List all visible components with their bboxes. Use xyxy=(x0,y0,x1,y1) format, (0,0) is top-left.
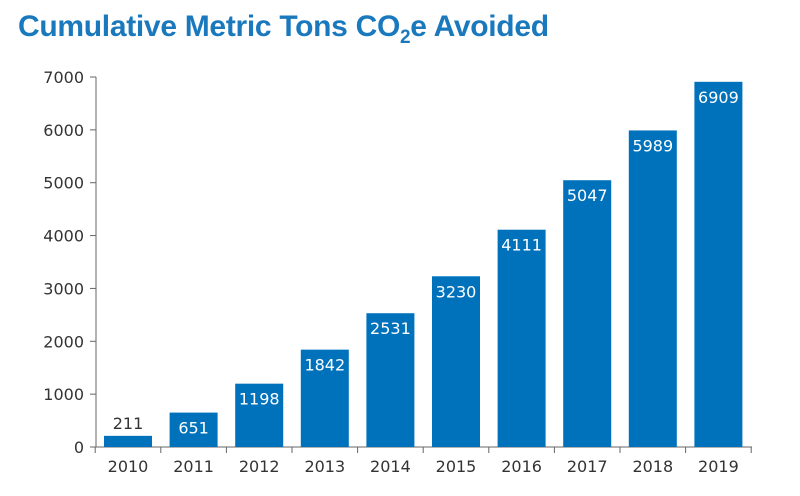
chart-title: Cumulative Metric Tons CO2e Avoided xyxy=(18,10,549,48)
chart-title-subscript: 2 xyxy=(400,27,411,48)
bar xyxy=(366,313,415,447)
bar-value-label: 211 xyxy=(113,414,144,433)
bar xyxy=(300,349,349,447)
chart-title-prefix: Cumulative Metric Tons CO xyxy=(18,10,401,43)
bar xyxy=(497,229,546,447)
bar xyxy=(235,383,284,447)
bar-value-label: 4111 xyxy=(501,236,542,255)
x-tick-label: 2014 xyxy=(370,457,411,476)
bar-value-label: 651 xyxy=(178,419,209,438)
chart-title-suffix: e Avoided xyxy=(410,10,549,43)
bar-value-label: 5047 xyxy=(567,186,608,205)
x-tick-label: 2019 xyxy=(698,457,739,476)
x-tick-label: 2012 xyxy=(239,457,280,476)
bar xyxy=(104,435,152,447)
y-tick-label: 3000 xyxy=(43,279,84,298)
x-tick-label: 2016 xyxy=(501,457,542,476)
bar-value-label: 1842 xyxy=(304,356,345,375)
x-tick-label: 2015 xyxy=(436,457,477,476)
bar xyxy=(563,180,612,448)
y-tick-label: 5000 xyxy=(43,174,84,193)
bar xyxy=(432,276,480,447)
bar-value-label: 6909 xyxy=(698,88,739,107)
x-tick-label: 2010 xyxy=(108,457,149,476)
x-tick-label: 2011 xyxy=(173,457,214,476)
bar xyxy=(628,130,677,447)
y-tick-label: 6000 xyxy=(43,121,84,140)
y-tick-label: 1000 xyxy=(43,385,84,404)
y-tick-label: 7000 xyxy=(43,68,84,87)
bar-value-label: 1198 xyxy=(239,390,280,409)
x-tick-label: 2017 xyxy=(567,457,608,476)
y-tick-label: 4000 xyxy=(43,227,84,246)
x-tick-label: 2013 xyxy=(304,457,345,476)
bar xyxy=(694,81,743,447)
bar-value-label: 3230 xyxy=(436,282,477,301)
bar xyxy=(169,412,218,447)
x-tick-label: 2018 xyxy=(632,457,673,476)
y-tick-label: 0 xyxy=(74,438,84,457)
y-tick-label: 2000 xyxy=(43,332,84,351)
bar-value-label: 2531 xyxy=(370,319,411,338)
bar-value-label: 5989 xyxy=(632,136,673,155)
